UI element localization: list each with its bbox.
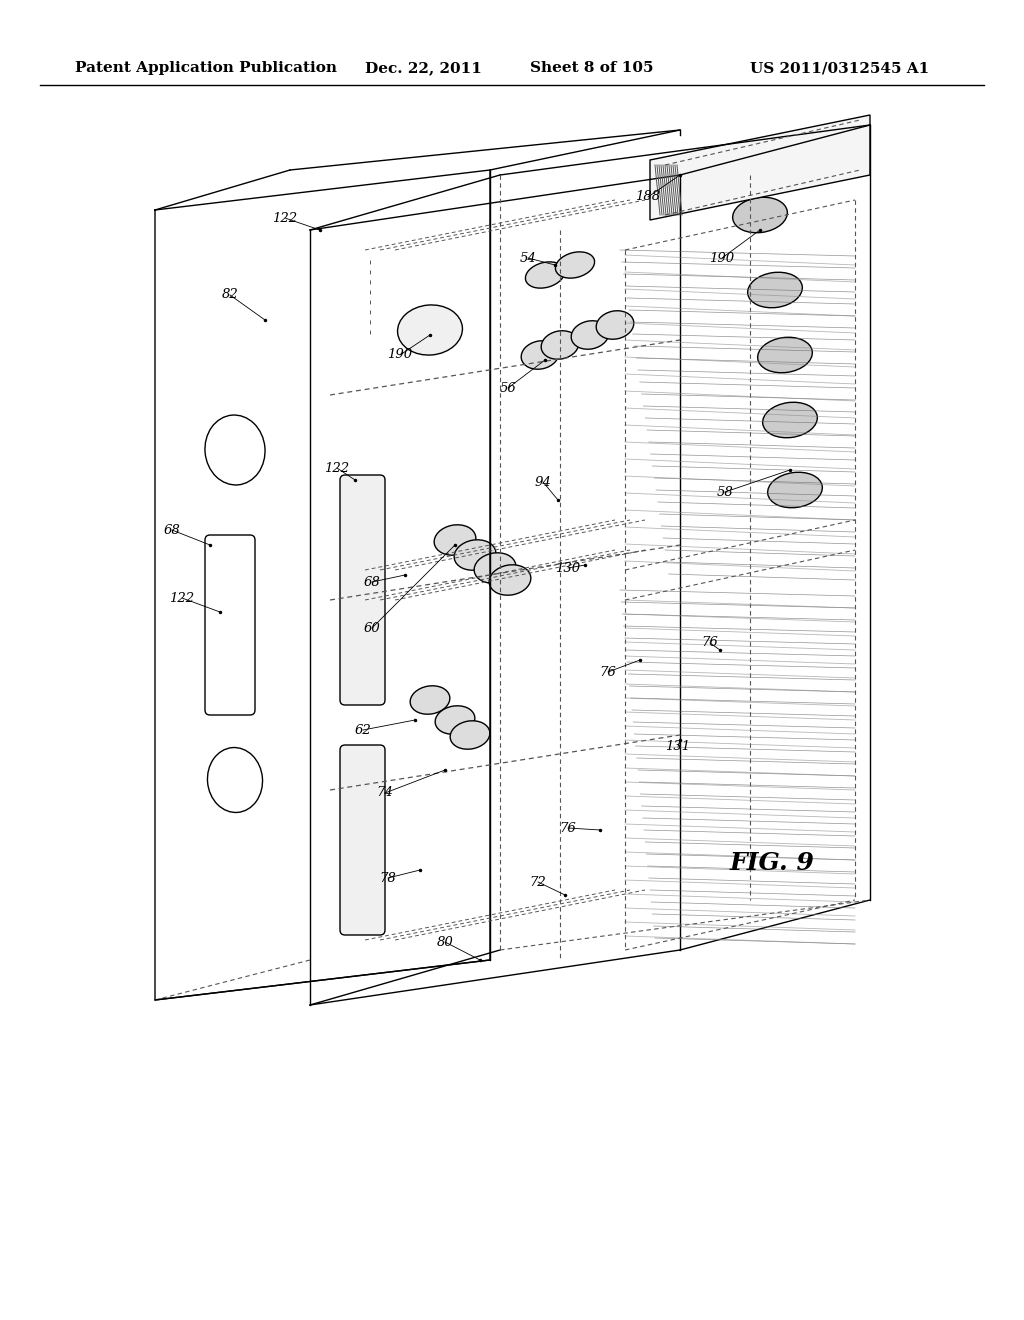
Text: Sheet 8 of 105: Sheet 8 of 105: [530, 61, 653, 75]
Ellipse shape: [748, 272, 803, 308]
Ellipse shape: [596, 310, 634, 339]
FancyBboxPatch shape: [340, 744, 385, 935]
Ellipse shape: [555, 252, 595, 279]
Ellipse shape: [489, 565, 530, 595]
Text: 74: 74: [377, 787, 393, 800]
Text: 82: 82: [221, 289, 239, 301]
Text: US 2011/0312545 A1: US 2011/0312545 A1: [750, 61, 929, 75]
Text: 56: 56: [500, 381, 516, 395]
Text: 94: 94: [535, 475, 551, 488]
Text: 76: 76: [701, 636, 719, 649]
Text: Patent Application Publication: Patent Application Publication: [75, 61, 337, 75]
Ellipse shape: [435, 706, 475, 734]
Polygon shape: [650, 115, 870, 220]
Text: 76: 76: [560, 821, 577, 834]
Ellipse shape: [763, 403, 817, 438]
Text: 58: 58: [717, 486, 733, 499]
Ellipse shape: [758, 337, 812, 372]
Text: 122: 122: [272, 211, 298, 224]
Text: 76: 76: [600, 665, 616, 678]
Text: 122: 122: [169, 591, 195, 605]
Text: 68: 68: [164, 524, 180, 536]
Ellipse shape: [455, 540, 496, 570]
Text: 130: 130: [555, 561, 581, 574]
Ellipse shape: [411, 686, 450, 714]
Text: 60: 60: [364, 622, 380, 635]
Text: 122: 122: [325, 462, 349, 474]
Text: 68: 68: [364, 576, 380, 589]
Text: 131: 131: [666, 741, 690, 754]
Ellipse shape: [542, 331, 579, 359]
Text: 62: 62: [354, 723, 372, 737]
Text: 188: 188: [636, 190, 660, 203]
Ellipse shape: [768, 473, 822, 508]
Ellipse shape: [732, 197, 787, 232]
Ellipse shape: [521, 341, 559, 370]
Ellipse shape: [434, 525, 476, 556]
Text: 190: 190: [710, 252, 734, 264]
Ellipse shape: [397, 305, 463, 355]
Text: 78: 78: [380, 871, 396, 884]
Text: Dec. 22, 2011: Dec. 22, 2011: [365, 61, 482, 75]
Text: 80: 80: [436, 936, 454, 949]
FancyBboxPatch shape: [340, 475, 385, 705]
Text: 54: 54: [519, 252, 537, 264]
Text: 190: 190: [387, 348, 413, 362]
Ellipse shape: [571, 321, 609, 350]
Text: 72: 72: [529, 875, 547, 888]
Ellipse shape: [451, 721, 489, 750]
Ellipse shape: [525, 261, 564, 288]
Text: FIG. 9: FIG. 9: [730, 851, 815, 875]
Ellipse shape: [474, 553, 516, 583]
